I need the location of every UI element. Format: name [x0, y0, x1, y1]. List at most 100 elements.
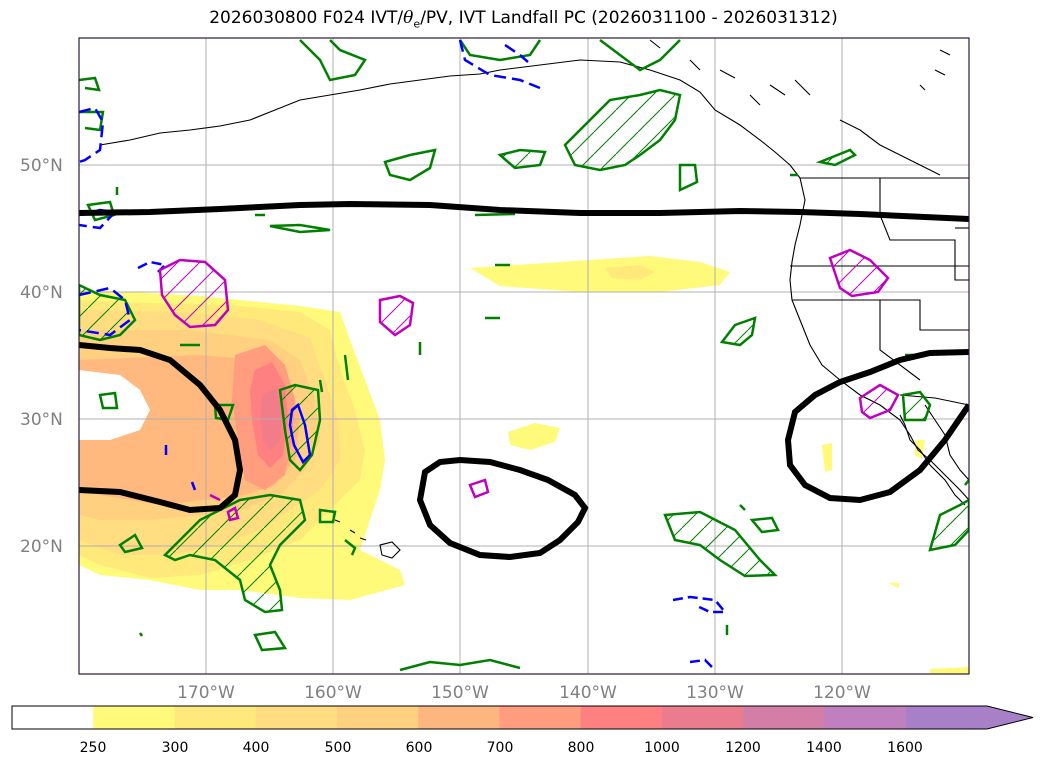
ivt-high-core — [260, 388, 282, 452]
colorbar-segment — [499, 706, 582, 729]
lat-label: 30°N — [20, 410, 63, 430]
blue-dashed-west-a — [79, 106, 105, 164]
green-contour-41n-a — [485, 263, 510, 320]
magenta-contour-west — [158, 258, 230, 329]
longitude-labels: 170°W 160°W 150°W 140°W 130°W 120°W — [177, 683, 871, 703]
blue-dashed-west-d — [79, 286, 132, 337]
lon-label: 140°W — [559, 683, 617, 703]
black-contour-west-loop — [79, 342, 244, 514]
green-contour-east-a — [719, 316, 757, 347]
magenta-contour-mid — [378, 294, 415, 337]
colorbar-segment — [580, 706, 663, 729]
lon-label: 150°W — [431, 683, 489, 703]
map-plot-area — [79, 38, 969, 674]
magenta-contours — [158, 248, 900, 522]
green-contour-east-b — [663, 510, 778, 578]
green-contour-50n-d — [815, 148, 858, 167]
baja-coast — [899, 414, 966, 506]
colorbar-tick-label: 700 — [487, 740, 514, 756]
colorbar-tick-label: 1000 — [644, 740, 680, 756]
ivt-patch-central — [508, 423, 560, 450]
colorbar-segment — [743, 706, 825, 729]
state-border-idaho — [879, 178, 969, 281]
green-contour-mid-a — [180, 342, 422, 393]
colorbar-segment — [662, 706, 744, 729]
green-contour-50n-a — [383, 148, 437, 182]
alaska-coast — [99, 59, 801, 179]
ivt-patch-se — [888, 583, 900, 588]
ivt-patch-sw — [930, 667, 969, 674]
colorbar-outline — [11, 705, 1034, 730]
colorbar-tick-label: 250 — [80, 740, 107, 756]
colorbar-tick-label: 1600 — [887, 740, 923, 756]
colorbar-tick-label: 300 — [162, 740, 189, 756]
alaska-islands — [649, 39, 951, 106]
green-contour-east-c — [739, 504, 780, 534]
ivt-band-north-inner — [605, 265, 655, 280]
state-border-ca-nv — [879, 300, 921, 381]
black-contour-46n — [79, 200, 969, 222]
title-suffix: /PV, IVT Landfall PC (2026031100 - 20260… — [420, 8, 838, 28]
colorbar-labels: 250 300 400 500 600 700 800 1000 1200 14… — [80, 740, 923, 756]
colorbar-tick-label: 400 — [243, 740, 270, 756]
green-contours — [79, 39, 969, 672]
colorbar-tick-label: 500 — [325, 740, 352, 756]
colorbar-tick-label: 1400 — [806, 740, 842, 756]
colorbar-segment — [337, 706, 419, 729]
lon-label: 170°W — [177, 683, 235, 703]
lon-label: 120°W — [813, 683, 871, 703]
colorbar-tick-label: 800 — [568, 740, 595, 756]
green-contour-coast-b — [928, 498, 969, 552]
magenta-contour-small — [209, 478, 490, 522]
colorbar-segment — [12, 706, 94, 729]
ivt-low-pocket — [79, 370, 150, 440]
colorbar-extend-arrow — [987, 706, 1033, 729]
blue-contours — [79, 39, 728, 671]
lon-label: 160°W — [304, 683, 362, 703]
ivt-band-north — [470, 256, 730, 292]
blue-dashed-south-b — [689, 658, 716, 671]
green-contour-50n-b — [497, 148, 547, 170]
colorbar-segment — [418, 706, 500, 729]
title-prefix: 2026030800 F024 IVT/ — [209, 8, 404, 28]
ivt-patch-east — [822, 443, 832, 472]
black-contours — [79, 200, 969, 561]
colorbar-tick-label: 1200 — [725, 740, 761, 756]
chart-title: 2026030800 F024 IVT/θe/PV, IVT Landfall … — [0, 8, 1047, 30]
latitude-labels: 50°N 40°N 30°N 20°N — [20, 156, 63, 557]
map-frame — [78, 37, 970, 675]
black-contour-east-loop — [784, 349, 969, 504]
magenta-contour-east-a — [828, 248, 890, 298]
green-contour-sw-small — [118, 508, 357, 652]
lon-label: 130°W — [686, 683, 744, 703]
theta-subscript: e — [413, 17, 421, 31]
state-border-or-ca — [792, 299, 969, 331]
lat-label: 50°N — [20, 156, 63, 176]
coastal-inlet — [839, 119, 941, 176]
colorbar-segment — [824, 706, 907, 729]
lat-label: 40°N — [20, 283, 63, 303]
green-contour-50n-c — [678, 163, 699, 192]
green-contour-coast-a — [901, 390, 932, 422]
mainland-mexico — [924, 404, 969, 481]
black-contour-central — [416, 456, 589, 561]
theta-symbol: θ — [403, 8, 414, 28]
green-contour-sw-band — [162, 493, 307, 614]
colorbar-segment — [905, 706, 988, 729]
hawaii-islands — [334, 519, 401, 559]
colorbar — [11, 705, 1034, 730]
blue-dashed-south — [672, 595, 728, 614]
blue-small-a — [164, 445, 197, 491]
blue-solid-jet — [288, 402, 312, 465]
lat-label: 20°N — [20, 537, 63, 557]
colorbar-segment — [255, 706, 338, 729]
blue-dashed-north-b — [504, 43, 529, 63]
colorbar-segment — [174, 706, 257, 729]
colorbar-segment — [93, 706, 175, 729]
green-contour-west-top — [79, 76, 105, 132]
colorbar-tick-label: 600 — [406, 740, 433, 756]
green-hatch-gulf-alaska — [563, 88, 682, 172]
magenta-contour-east-b — [858, 383, 900, 420]
green-contour-ak-north — [299, 39, 681, 82]
